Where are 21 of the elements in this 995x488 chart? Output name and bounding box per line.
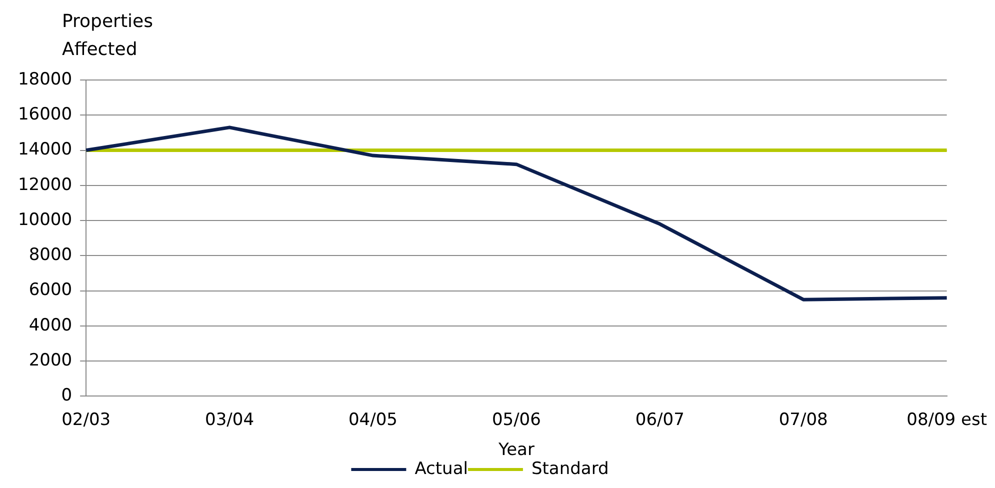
y-tick-label: 10000	[18, 210, 72, 230]
legend-label: Standard	[531, 458, 609, 479]
y-tick-label: 8000	[28, 245, 72, 266]
y-tick-label: 18000	[18, 69, 72, 90]
x-tick-label: 06/07	[635, 410, 684, 430]
y-tick-label: 2000	[28, 350, 72, 370]
y-tick-label: 12000	[18, 174, 72, 195]
x-tick-label: 05/06	[492, 410, 541, 430]
y-tick-label: 4000	[28, 315, 72, 336]
y-tick-label: 0	[61, 386, 72, 406]
legend-label: Actual	[414, 458, 468, 479]
x-tick-label: 07/08	[778, 410, 828, 430]
x-axis-title: Year	[497, 440, 534, 460]
y-axis-title: Properties Affected	[62, 10, 154, 62]
y-tick-label: 14000	[18, 140, 72, 160]
x-tick-label: 03/04	[205, 410, 254, 430]
y-tick-label: 16000	[18, 104, 72, 125]
x-tick-label: 02/03	[62, 410, 111, 430]
x-tick-label: 04/05	[348, 410, 398, 430]
x-tick-label: 08/09 est	[906, 410, 988, 430]
y-tick-label: 6000	[28, 280, 72, 300]
